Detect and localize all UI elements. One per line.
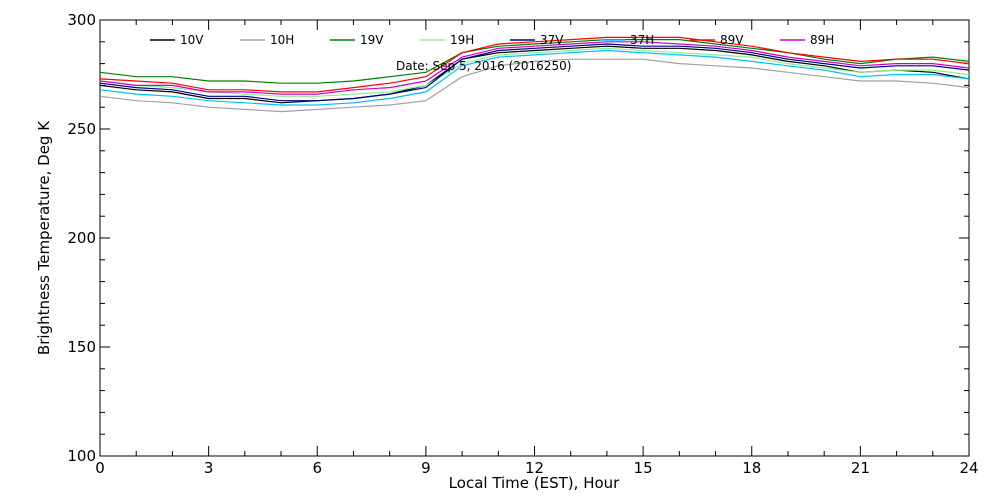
y-tick-label: 150: [67, 338, 96, 356]
x-tick-label: 0: [95, 459, 105, 477]
series-line-89v: [99, 36, 970, 93]
x-tick-label: 12: [525, 459, 544, 477]
x-tick-label: 9: [421, 459, 431, 477]
legend-label-89h: 89H: [810, 33, 834, 47]
series-line-10v: [99, 45, 970, 104]
series-line-10h: [99, 58, 970, 113]
y-tick-label: 250: [67, 120, 96, 138]
plot-frame: [99, 19, 970, 457]
series-line-37v: [99, 43, 970, 102]
legend-label-19v: 19V: [360, 33, 384, 47]
y-tick-label: 100: [67, 447, 96, 465]
legend-label-37h: 37H: [630, 33, 654, 47]
legend-label-10v: 10V: [180, 33, 204, 47]
series-line-37h: [99, 49, 970, 106]
series-lines: [99, 36, 970, 113]
x-tick-label: 3: [204, 459, 214, 477]
y-axis-title: Brightness Temperature, Deg K: [35, 120, 53, 355]
series-line-19h: [99, 47, 970, 97]
axis-ticks: 0 3 6 9 12 15 18 21 24 100 150 200 250 300: [67, 11, 978, 477]
date-annotation: Date: Sep 5, 2016 (2016250): [396, 59, 571, 73]
x-tick-label: 18: [742, 459, 761, 477]
x-tick-label: 6: [312, 459, 322, 477]
series-line-19v: [99, 38, 970, 84]
x-tick-label: 24: [959, 459, 978, 477]
legend: 10V 10H 19V 19H 37V 37H 89V 89H: [150, 33, 834, 47]
y-tick-label: 200: [67, 229, 96, 247]
y-tick-label: 300: [67, 11, 96, 29]
legend-label-10h: 10H: [270, 33, 294, 47]
legend-label-37v: 37V: [540, 33, 564, 47]
legend-label-89v: 89V: [720, 33, 744, 47]
x-tick-label: 21: [851, 459, 870, 477]
legend-label-19h: 19H: [450, 33, 474, 47]
series-line-89h: [99, 41, 970, 95]
x-axis-title: Local Time (EST), Hour: [449, 474, 620, 492]
x-tick-label: 15: [634, 459, 653, 477]
